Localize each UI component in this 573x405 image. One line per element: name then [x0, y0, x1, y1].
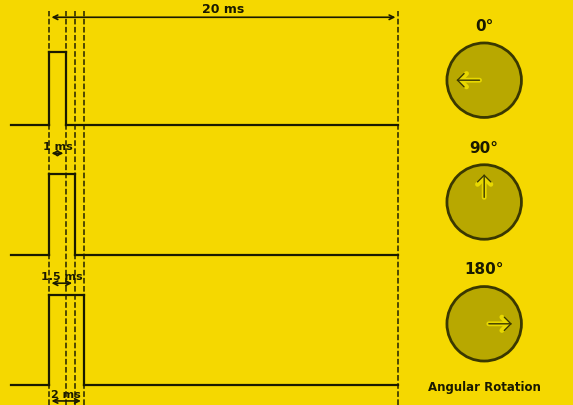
Ellipse shape	[447, 165, 521, 240]
Text: 180°: 180°	[465, 262, 504, 277]
Text: 1.5 ms: 1.5 ms	[41, 271, 83, 281]
Text: 2 ms: 2 ms	[52, 388, 81, 399]
Text: 0°: 0°	[475, 19, 493, 34]
Text: 90°: 90°	[470, 140, 499, 155]
Ellipse shape	[447, 287, 521, 361]
Text: Angular Rotation: Angular Rotation	[428, 380, 540, 393]
Ellipse shape	[447, 44, 521, 118]
Text: 1 ms: 1 ms	[42, 141, 72, 151]
Text: 20 ms: 20 ms	[202, 3, 245, 16]
